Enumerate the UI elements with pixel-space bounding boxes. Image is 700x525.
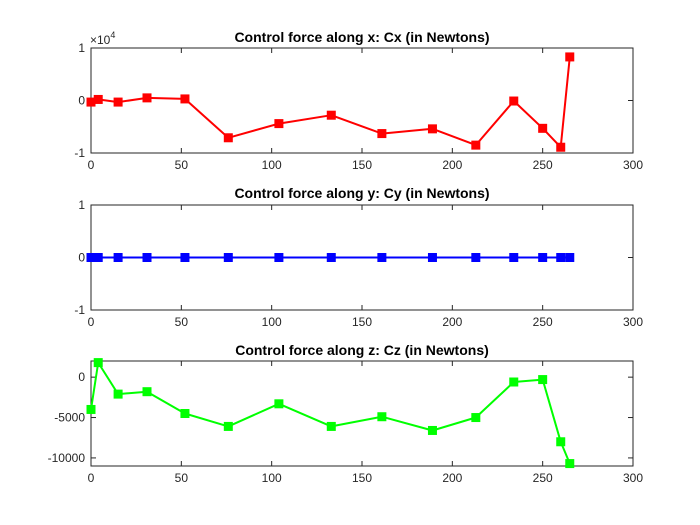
subplot-cy-data-point — [223, 253, 233, 262]
subplot-cz: Control force along z: Cz (in Newtons) 0… — [48, 342, 644, 485]
subplot-cz-axes: 0 50 100 150 200 250 300 -10000 -5000 0 — [48, 358, 643, 485]
subplot-cy-data-point — [377, 253, 387, 262]
subplot-cx-x-tick-label: 150 — [352, 158, 372, 172]
subplot-cz-data-point — [565, 459, 575, 469]
subplot-cz-title: Control force along z: Cz (in Newtons) — [235, 342, 489, 358]
subplot-cx-data-point — [509, 96, 519, 106]
subplot-cx-x-tick-label: 0 — [88, 158, 95, 172]
subplot-cy-title: Control force along y: Cy (in Newtons) — [234, 185, 489, 201]
subplot-cx-title: Control force along x: Cx (in Newtons) — [234, 29, 489, 45]
subplot-cx-data-point — [180, 94, 190, 104]
subplot-cy-data-point — [326, 253, 336, 262]
subplot-cx-data-point — [556, 142, 566, 152]
subplot-cz-x-tick-label: 150 — [352, 471, 372, 485]
subplot-cx-y-tick-label: -1 — [74, 146, 85, 160]
subplot-cx-y-exponent: ×104 — [90, 30, 115, 47]
subplot-cy-x-tick-label: 0 — [88, 315, 95, 329]
subplot-cz-data-point — [377, 412, 387, 422]
subplot-cz-data-point — [180, 409, 190, 418]
subplot-cx: Control force along x: Cx (in Newtons) ×… — [74, 29, 643, 172]
subplot-cz-data-point — [274, 399, 284, 409]
subplot-cz-y-tick-label: 0 — [78, 370, 85, 384]
subplot-cy-data-point — [86, 253, 96, 262]
subplot-cz-y-tick-label: -5000 — [54, 411, 85, 425]
subplot-cz-data-point — [142, 387, 152, 397]
subplot-cy-y-tick-label: -1 — [74, 303, 85, 317]
subplot-cz-x-tick-label: 250 — [533, 471, 553, 485]
subplot-cy-data-point — [427, 253, 437, 262]
subplot-cz-x-tick-label: 50 — [175, 471, 189, 485]
subplot-cx-data-point — [86, 97, 96, 107]
subplot-cz-x-tick-label: 100 — [262, 471, 282, 485]
subplot-cx-x-tick-label: 250 — [533, 158, 553, 172]
subplot-cx-data-point — [377, 129, 387, 139]
subplot-cx-data-point — [223, 133, 233, 143]
subplot-cx-x-tick-label: 100 — [262, 158, 282, 172]
subplot-cz-data-point — [471, 413, 481, 423]
subplot-cy-axes: 0 50 100 150 200 250 300-101 — [74, 198, 643, 329]
subplot-cx-data-point — [427, 124, 437, 134]
subplot-cy-x-tick-label: 200 — [442, 315, 462, 329]
subplot-cz-data-point — [326, 421, 336, 431]
subplot-cy-data-point — [142, 253, 152, 262]
subplot-cz-data-point — [556, 437, 566, 447]
subplot-cx-x-tick-label: 200 — [442, 158, 462, 172]
subplot-cz-data-point — [427, 425, 437, 435]
subplot-cy-data-point — [509, 253, 519, 262]
subplot-cy-x-tick-label: 300 — [623, 315, 643, 329]
subplot-cz-x-tick-label: 300 — [623, 471, 643, 485]
subplot-cz-data-point — [93, 358, 103, 368]
subplot-cx-data-point — [274, 119, 284, 129]
subplot-cy-x-tick-label: 150 — [352, 315, 372, 329]
subplot-cy-data-point — [556, 253, 566, 262]
subplot-cx-data-point — [471, 140, 481, 150]
subplot-cy-data-point — [471, 253, 481, 262]
subplot-cy-data-point — [93, 253, 103, 262]
subplot-cx-data-point — [93, 94, 103, 104]
subplot-cx-data-point — [142, 93, 152, 103]
subplot-cy-data-point — [538, 253, 548, 262]
subplot-cy-data-point — [113, 253, 123, 262]
subplot-cz-x-tick-label: 200 — [442, 471, 462, 485]
subplot-cy-y-tick-label: 0 — [78, 251, 85, 265]
subplot-cz-data-point — [509, 377, 519, 387]
subplot-cz-x-tick-label: 0 — [88, 471, 95, 485]
subplot-cz-data-point — [86, 404, 96, 414]
subplot-cy-data-point — [180, 253, 190, 262]
subplot-cx-axes: 0 50 100 150 200 250 300-101 — [74, 41, 643, 172]
subplot-cy-x-tick-label: 50 — [175, 315, 189, 329]
subplot-cx-y-tick-label: 1 — [78, 41, 85, 55]
subplot-cy-x-tick-label: 250 — [533, 315, 553, 329]
subplot-cz-data-point — [538, 375, 548, 385]
subplot-cy-data-point — [274, 253, 284, 262]
subplot-cx-data-point — [326, 110, 336, 120]
subplot-cx-x-tick-label: 50 — [175, 158, 189, 172]
subplot-cz-data-point — [113, 389, 123, 399]
subplot-cy-x-tick-label: 100 — [262, 315, 282, 329]
subplot-cz-data-point — [223, 421, 233, 431]
subplot-cx-data-point — [538, 123, 548, 133]
subplot-cx-y-tick-label: 0 — [78, 94, 85, 108]
subplot-cy-y-tick-label: 1 — [78, 198, 85, 212]
subplot-cx-data-point — [113, 97, 123, 107]
subplot-cy: Control force along y: Cy (in Newtons) 0… — [74, 185, 643, 329]
subplot-cz-y-tick-label: -10000 — [48, 451, 86, 465]
subplot-cx-data-point — [565, 52, 575, 62]
subplot-cx-x-tick-label: 300 — [623, 158, 643, 172]
subplot-cy-data-point — [565, 253, 575, 262]
